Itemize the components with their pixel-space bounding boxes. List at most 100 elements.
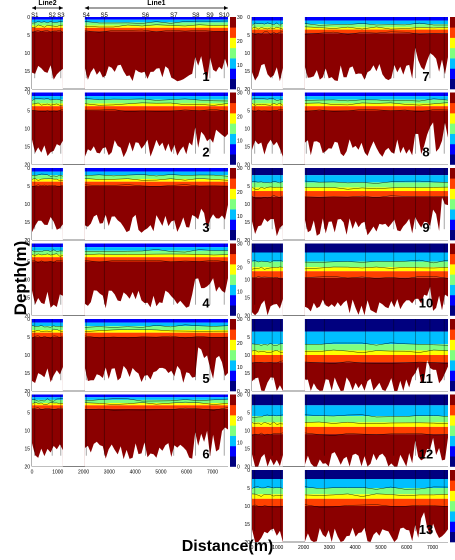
colorbar-segment: [230, 47, 236, 59]
colorbar-tick-label: 30: [237, 15, 243, 21]
contour-line: [304, 349, 449, 354]
section-name: Line1: [147, 0, 165, 7]
colorbar-segment: [450, 339, 455, 351]
contour-line: [304, 31, 449, 35]
colorbar-segment: [230, 294, 236, 306]
depth-tick-label: 5: [247, 260, 250, 266]
colorbar-segment: [450, 123, 455, 134]
distance-tick-label: 1000: [52, 470, 63, 476]
contour-line: [304, 98, 449, 102]
depth-band: [304, 271, 448, 278]
depth-tick-label: 0: [247, 166, 250, 172]
depth-band: [304, 187, 448, 192]
depth-band: [304, 267, 448, 272]
colorbar-segment: [230, 133, 236, 145]
contour-line: [84, 29, 229, 33]
colorbar-segment: [230, 274, 236, 285]
depth-band: [32, 257, 63, 262]
colorbar-tick-label: 0: [237, 163, 240, 169]
depth-band: [252, 24, 283, 28]
contour-line: [84, 20, 229, 24]
seabed-mask: [304, 47, 448, 89]
contour-line: [31, 401, 63, 406]
colorbar-tick-label: 10: [237, 214, 243, 220]
colorbar-segment: [450, 360, 455, 371]
depth-band: [32, 250, 63, 255]
depth-tick-label: 0: [27, 166, 30, 172]
depth-band: [252, 243, 283, 253]
distance-tick-label: 5000: [375, 545, 386, 551]
depth-tick-label: 20: [244, 238, 250, 244]
station-label: S9: [206, 13, 214, 19]
panel-label: 5: [202, 371, 209, 386]
colorbar-segment: [450, 511, 455, 522]
contour-line: [304, 361, 449, 364]
depth-band: [252, 319, 283, 332]
depth-band: [304, 494, 448, 499]
depth-tick-label: 10: [24, 278, 30, 284]
depth-tick-label: 15: [24, 447, 30, 453]
depth-band: [304, 243, 448, 253]
contour-line: [304, 180, 449, 184]
depth-band: [84, 96, 228, 100]
depth-tick-label: 0: [27, 317, 30, 323]
depth-band: [84, 27, 228, 32]
seabed-mask: [252, 139, 283, 165]
distance-tick-label: 0: [251, 545, 254, 551]
colorbar-segment: [230, 243, 236, 255]
colorbar-tick-label: 20: [237, 190, 243, 196]
colorbar-segment: [450, 178, 455, 189]
contour-line: [31, 177, 63, 182]
depth-tick-label: 15: [24, 371, 30, 377]
colorbar-segment: [450, 58, 455, 69]
colorbar-segment: [450, 47, 455, 59]
depth-band: [84, 326, 228, 330]
depth-tick-label: 0: [247, 468, 250, 474]
colorbar-tick-label: 0: [237, 87, 240, 93]
depth-tick-label: 15: [244, 522, 250, 528]
seabed-mask: [84, 278, 228, 316]
contour-line: [304, 504, 449, 508]
colorbar-segment: [230, 92, 236, 104]
panel-13: 0510152001020301301000200030004000500060…: [244, 468, 455, 551]
depth-tick-label: 10: [24, 202, 30, 208]
colorbar-segment: [450, 284, 455, 296]
depth-tick-label: 0: [247, 15, 250, 21]
colorbar-tick-label: 20: [237, 39, 243, 45]
colorbar-segment: [230, 319, 236, 330]
colorbar-segment: [230, 154, 236, 165]
seabed-mask: [304, 437, 448, 467]
contour-line: [84, 98, 229, 102]
depth-band: [304, 261, 448, 268]
contour-line: [251, 22, 284, 26]
depth-band: [252, 106, 283, 111]
depth-band: [84, 181, 228, 186]
depth-tick-label: 15: [24, 145, 30, 151]
depth-tick-label: 5: [27, 33, 30, 39]
colorbar-tick-label: 0: [237, 238, 240, 244]
colorbar-tick-label: 20: [237, 266, 243, 272]
colorbar-segment: [230, 404, 236, 416]
depth-band: [304, 252, 448, 262]
contour-line: [84, 329, 229, 332]
depth-band: [252, 96, 283, 100]
seabed-mask: [84, 347, 228, 391]
panel-11: 05101520010203011: [244, 317, 455, 395]
depth-tick-label: 20: [24, 314, 30, 320]
arrow-head-left: [32, 6, 36, 10]
depth-tick-label: 5: [27, 260, 30, 266]
distance-tick-label: 3000: [324, 545, 335, 551]
station-label: S1: [31, 13, 39, 19]
distance-tick-label: 5000: [155, 470, 166, 476]
depth-band: [32, 326, 63, 330]
contour-line: [31, 173, 63, 177]
contour-line: [251, 102, 284, 106]
depth-band: [304, 99, 448, 104]
colorbar-segment: [450, 521, 455, 533]
colorbar-segment: [450, 27, 455, 38]
contour-line: [31, 335, 64, 339]
depth-band: [84, 99, 228, 104]
depth-band: [32, 22, 63, 26]
colorbar-segment: [450, 154, 455, 165]
